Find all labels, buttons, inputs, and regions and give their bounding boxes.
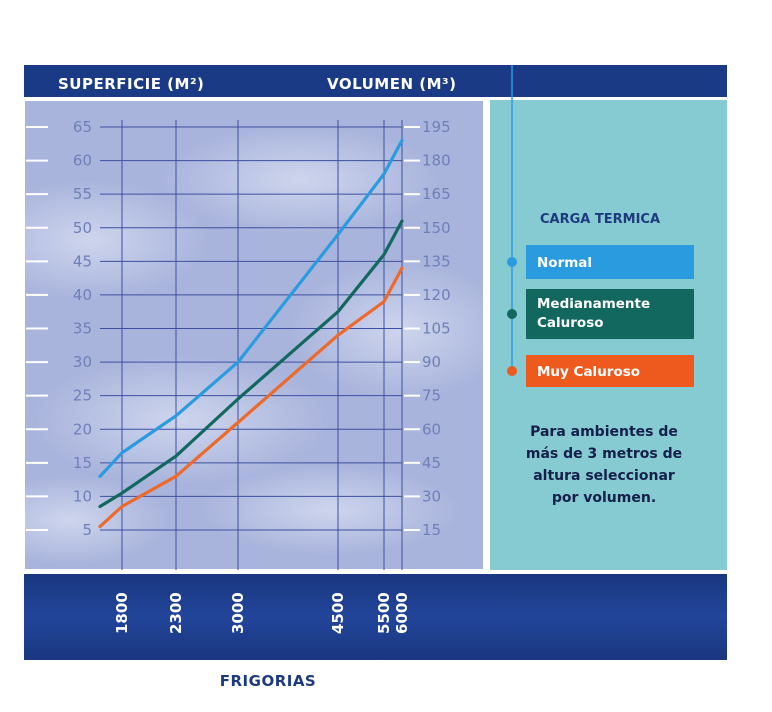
legend-marker-dot bbox=[507, 366, 517, 376]
y-right-axis: 195 180 165 150 135 120 105 90 75 60 45 30 15 bbox=[404, 118, 451, 539]
legend-label: Muy Caluroso bbox=[537, 364, 640, 380]
y-right-tick-label: 30 bbox=[422, 487, 441, 505]
y-left-tick-label: 45 bbox=[73, 252, 92, 270]
y-left-tick-label: 25 bbox=[73, 387, 92, 405]
y-left-tick-label: 60 bbox=[73, 152, 92, 170]
legend-swatch bbox=[526, 355, 694, 387]
legend-swatch bbox=[526, 289, 694, 339]
y-right-axis-title: VOLUMEN (M³) bbox=[327, 75, 456, 93]
header-bar bbox=[24, 65, 727, 97]
y-left-tick-label: 55 bbox=[73, 185, 92, 203]
x-tick-label: 6000 bbox=[393, 592, 411, 634]
y-left-tick-label: 5 bbox=[82, 521, 92, 539]
y-right-tick-label: 75 bbox=[422, 387, 441, 405]
y-left-tick-label: 20 bbox=[73, 420, 92, 438]
y-left-tick-label: 40 bbox=[73, 286, 92, 304]
x-tick-label: 4500 bbox=[329, 592, 347, 634]
y-right-tick-label: 165 bbox=[422, 185, 451, 203]
y-right-tick-label: 195 bbox=[422, 118, 451, 136]
x-axis-title: FRIGORIAS bbox=[220, 672, 317, 690]
note-line: por volumen. bbox=[552, 490, 656, 506]
y-left-axis-title: SUPERFICIE (M²) bbox=[58, 75, 204, 93]
y-left-tick-label: 10 bbox=[73, 487, 92, 505]
y-right-tick-label: 60 bbox=[422, 420, 441, 438]
y-right-tick-label: 105 bbox=[422, 320, 451, 338]
x-axis: 1800 2300 3000 4500 5500 6000 bbox=[113, 592, 411, 634]
note-line: más de 3 metros de bbox=[526, 446, 682, 462]
series-line-medianamente-caluroso bbox=[98, 219, 404, 509]
y-left-axis: 65 60 55 50 45 40 35 30 25 20 15 10 5 bbox=[26, 118, 92, 539]
x-axis-band bbox=[24, 574, 727, 660]
legend-marker-dot bbox=[507, 257, 517, 267]
y-right-tick-label: 45 bbox=[422, 454, 441, 472]
y-left-tick-label: 65 bbox=[73, 118, 92, 136]
y-left-tick-label: 30 bbox=[73, 353, 92, 371]
legend-swatch bbox=[526, 245, 694, 279]
y-left-tick-label: 15 bbox=[73, 454, 92, 472]
y-right-tick-label: 180 bbox=[422, 152, 451, 170]
x-tick-label: 5500 bbox=[375, 592, 393, 634]
series-layer bbox=[98, 138, 404, 529]
legend-label: Medianamente bbox=[537, 296, 650, 312]
x-tick-label: 2300 bbox=[167, 592, 185, 634]
legend: Normal Medianamente Caluroso Muy Caluroso bbox=[507, 245, 694, 387]
y-right-tick-label: 90 bbox=[422, 353, 441, 371]
note-line: Para ambientes de bbox=[530, 424, 678, 440]
legend-title: CARGA TERMICA bbox=[540, 212, 660, 227]
y-right-tick-label: 120 bbox=[422, 286, 451, 304]
y-left-tick-label: 50 bbox=[73, 219, 92, 237]
grid-lines bbox=[100, 120, 403, 570]
y-right-tick-label: 150 bbox=[422, 219, 451, 237]
note-line: altura seleccionar bbox=[533, 468, 675, 484]
legend-label: Normal bbox=[537, 255, 592, 271]
legend-marker-dot bbox=[507, 309, 517, 319]
y-right-tick-label: 15 bbox=[422, 521, 441, 539]
x-tick-label: 1800 bbox=[113, 592, 131, 634]
x-tick-label: 3000 bbox=[229, 592, 247, 634]
legend-label: Caluroso bbox=[537, 315, 604, 331]
y-right-tick-label: 135 bbox=[422, 252, 451, 270]
y-left-tick-label: 35 bbox=[73, 320, 92, 338]
volume-note: Para ambientes de más de 3 metros de altur… bbox=[526, 424, 682, 506]
series-line-muy-caluroso bbox=[98, 266, 404, 529]
series-line-normal bbox=[98, 138, 404, 478]
plot-area bbox=[23, 99, 485, 571]
